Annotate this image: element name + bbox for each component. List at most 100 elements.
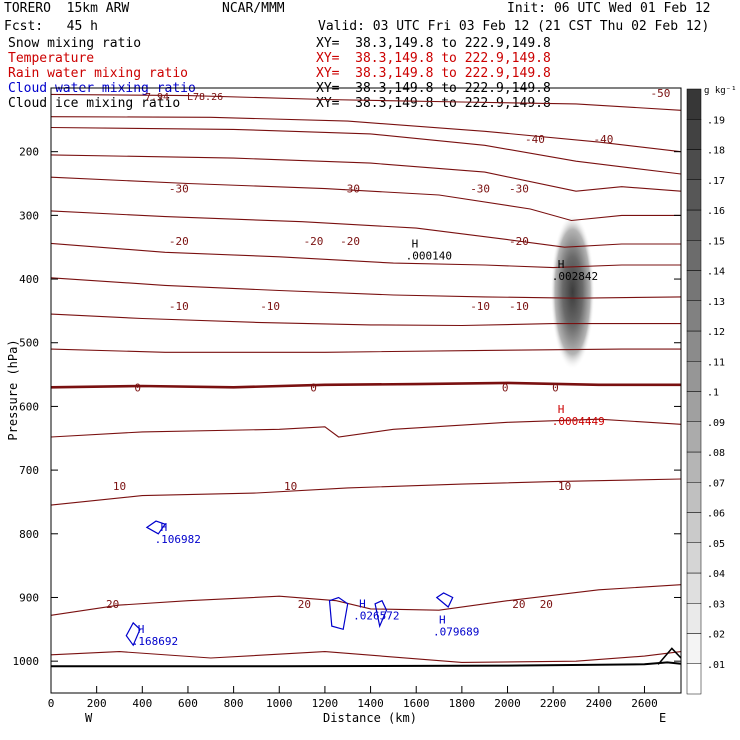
temperature-contour-line xyxy=(50,93,682,111)
colorbar-label: .01 xyxy=(707,660,725,671)
maximum-marker-cloud_water: H xyxy=(359,597,366,610)
colorbar-label: .02 xyxy=(707,630,725,641)
legend-cloud-water-label: Cloud water mixing ratio xyxy=(8,81,196,96)
colorbar-label: .1 xyxy=(707,388,719,399)
temperature-contour-label: -40 xyxy=(593,133,613,146)
x-end-label-east: E xyxy=(659,711,666,725)
colorbar-label: .09 xyxy=(707,418,725,429)
maximum-value-cloud_water: .079689 xyxy=(433,625,479,638)
x-tick-label: 1200 xyxy=(312,697,339,710)
freezing-level-contour xyxy=(50,381,681,389)
maximum-value-cloud_water: .168692 xyxy=(132,635,178,648)
temperature-contour-line xyxy=(50,116,682,153)
x-axis-label: Distance (km) xyxy=(323,711,417,725)
colorbar-label: .14 xyxy=(707,267,725,278)
snow-mixing-ratio-shading xyxy=(550,213,595,370)
temperature-contour-label: 20 xyxy=(540,598,553,611)
maximum-value-snow: .002842 xyxy=(552,270,598,283)
header-valid: Valid: 03 UTC Fri 03 Feb 12 (21 CST Thu … xyxy=(318,19,710,34)
colorbar-label: .16 xyxy=(707,206,725,217)
x-tick-label: 0 xyxy=(48,697,55,710)
maximum-value-rain: .0004449 xyxy=(552,415,605,428)
cloud-water-contour xyxy=(125,621,141,647)
temperature-contour-label: -30 xyxy=(470,183,490,196)
header-org: NCAR/MMM xyxy=(222,1,285,16)
colorbar-segment xyxy=(686,421,702,453)
plot-frame xyxy=(50,87,682,694)
colorbar-segment xyxy=(686,240,702,271)
temperature-contour-label: -10 xyxy=(509,300,529,313)
y-tick-label: 700 xyxy=(19,464,39,477)
colorbar-label: .05 xyxy=(707,539,725,550)
temperature-contour-line xyxy=(50,418,682,438)
colorbar-segment xyxy=(686,209,702,241)
y-tick-label: 900 xyxy=(19,591,39,604)
cloud-water-contour xyxy=(374,599,388,629)
colorbar-segment xyxy=(686,512,702,543)
temperature-contour-line xyxy=(50,210,681,248)
temperature-contour-label: -10 xyxy=(169,300,189,313)
cloud-water-contour xyxy=(328,596,349,631)
y-tick-label: 1000 xyxy=(13,655,40,668)
temperature-contour-label: 10 xyxy=(284,480,297,493)
y-axis-label: Pressure (hPa) xyxy=(6,339,20,440)
colorbar-segment xyxy=(686,300,702,332)
maximum-marker-snow: H xyxy=(412,238,419,251)
temperature-contour-label: -30 xyxy=(169,183,189,196)
temperature-contour-label: -10 xyxy=(260,300,280,313)
x-tick-label: 1800 xyxy=(449,697,476,710)
maximum-value-snow: .000140 xyxy=(406,250,452,263)
maximum-marker-snow: H xyxy=(558,258,565,271)
terrain-line xyxy=(51,661,682,668)
colorbar-segment xyxy=(686,391,702,422)
colorbar-label: .18 xyxy=(707,146,725,157)
y-tick-label: 600 xyxy=(19,400,39,413)
cloud-water-contour xyxy=(435,592,454,608)
colorbar-label: .15 xyxy=(707,236,725,247)
temperature-contour-label: -40 xyxy=(525,133,545,146)
temperature-contour-line xyxy=(50,651,682,663)
colorbar-segment xyxy=(686,330,702,362)
colorbar-label: .08 xyxy=(707,448,725,459)
temperature-contour-line xyxy=(50,478,682,506)
colorbar-segment xyxy=(686,179,702,211)
colorbar-segment xyxy=(686,149,702,180)
temperature-contour-label: 10 xyxy=(113,480,126,493)
x-tick-label: 600 xyxy=(178,697,198,710)
temperature-contour-label: 0 xyxy=(310,381,317,394)
colorbar-segment xyxy=(686,119,702,150)
colorbar-label: .11 xyxy=(707,357,725,368)
colorbar-label: .03 xyxy=(707,599,725,610)
header-init: Init: 06 UTC Wed 01 Feb 12 xyxy=(507,1,711,16)
overlap-label: 7.94 xyxy=(145,92,169,103)
colorbar-label: .17 xyxy=(707,176,725,187)
temperature-contour-line xyxy=(50,126,682,175)
temperature-contour-line xyxy=(50,242,681,269)
temperature-contour-label: -20 xyxy=(340,235,360,248)
overlap-label: L78.26 xyxy=(187,92,223,103)
temperature-contour-label: -30 xyxy=(509,183,529,196)
temperature-contour-label: 20 xyxy=(106,598,119,611)
x-tick-label: 200 xyxy=(87,697,107,710)
temperature-contour-line xyxy=(50,584,682,616)
legend-cloud-ice-label: Cloud ice mixing ratio xyxy=(8,96,181,111)
colorbar-segment xyxy=(686,542,702,574)
temperature-contour-line xyxy=(50,313,681,327)
header-fcst: Fcst: 45 h xyxy=(4,19,98,34)
x-tick-label: 2200 xyxy=(540,697,567,710)
legend-snow-label: Snow mixing ratio xyxy=(8,36,142,51)
temperature-contour-label: -20 xyxy=(304,235,324,248)
colorbar-segment xyxy=(686,603,702,634)
legend-snow-xy: XY= 38.3,149.8 to 222.9,149.8 xyxy=(316,36,551,51)
temperature-contour-line xyxy=(50,277,682,299)
maximum-marker-cloud_water: H xyxy=(439,613,446,626)
colorbar-label: .06 xyxy=(707,509,725,520)
x-end-label-west: W xyxy=(85,711,93,725)
cloud-water-contour xyxy=(145,520,167,535)
header-model: TORERO 15km ARW xyxy=(4,1,130,16)
x-tick-label: 1400 xyxy=(357,697,384,710)
temperature-contour-label: -50 xyxy=(651,87,671,100)
temperature-contour-line xyxy=(50,348,681,353)
colorbar-segment xyxy=(686,482,702,513)
